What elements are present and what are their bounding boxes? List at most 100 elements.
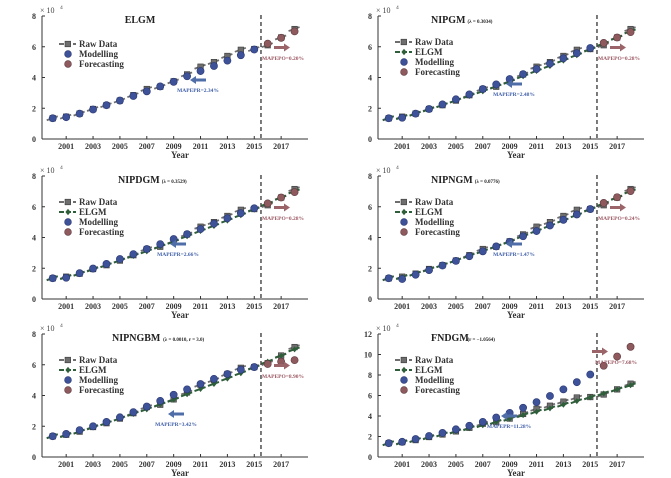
legend-label: Forecasting — [415, 227, 460, 237]
x-tick-label: 2005 — [112, 142, 128, 151]
forecasting-point — [290, 27, 299, 36]
modelling-point — [519, 403, 527, 412]
legend-label: Modelling — [415, 217, 455, 227]
x-tick-label: 2017 — [273, 302, 289, 311]
forecasting-point — [599, 39, 608, 47]
modelling-point — [142, 87, 151, 96]
elgm-point — [278, 352, 284, 359]
y-tick-label: 0 — [32, 453, 36, 462]
modelling-point — [223, 370, 232, 378]
elgm-point — [171, 396, 177, 403]
mapepr-annotation: MAPEPR=2.66% — [157, 252, 199, 258]
y-tick-label: 2 — [368, 433, 372, 442]
modelling-point — [586, 44, 595, 52]
legend-modelling-marker — [64, 218, 72, 226]
modelling-point — [75, 426, 84, 434]
legend-label: Raw Data — [79, 39, 118, 49]
x-tick-label: 2017 — [273, 142, 289, 151]
modelling-point — [452, 95, 460, 104]
chart-title-parameter: (λ = 0.0776) — [475, 180, 500, 185]
modelling-point — [411, 270, 420, 279]
y-tick-label: 4 — [32, 234, 36, 243]
x-tick-label: 2015 — [582, 460, 598, 469]
chart-title: NIPNGM — [431, 175, 473, 186]
x-axis-label: Year — [171, 310, 189, 319]
arrow-right-icon — [274, 203, 290, 212]
modelling-point — [62, 430, 71, 438]
forecasting-point — [613, 33, 622, 42]
modelling-point — [62, 273, 71, 282]
modelling-point — [465, 90, 474, 99]
arrow-left-icon — [190, 76, 206, 84]
y-tick-label: 2 — [368, 264, 372, 273]
mapepr-annotation: MAPEPR=11.28% — [487, 424, 531, 430]
y-tick-label: 6 — [368, 203, 372, 212]
y-tick-label: 0 — [368, 453, 372, 462]
y-tick-label: 2 — [32, 264, 36, 273]
arrow-left-icon — [170, 240, 186, 248]
modelling-point — [465, 252, 474, 261]
x-tick-label: 2001 — [394, 142, 410, 151]
modelling-point — [546, 392, 554, 400]
legend-label: Raw Data — [415, 197, 454, 207]
elgm-point — [224, 375, 230, 382]
x-tick-label: 2015 — [582, 302, 598, 311]
mapepr-annotation: MAPEPR=1.47% — [493, 252, 535, 258]
modelling-point — [250, 45, 259, 54]
mapepo-annotation: MAPEPO=0.24% — [598, 216, 640, 222]
modelling-point — [586, 370, 595, 379]
modelling-point — [384, 114, 393, 123]
y-multiplier-label: × 10 — [376, 6, 391, 15]
elgm-point — [614, 386, 620, 393]
modelling-point — [532, 398, 541, 407]
legend-raw-marker — [400, 356, 407, 364]
chart-svg: 0 2 4 6 8 10 12 × 10 4 2001 2003 2005 2007 2009 2011 20… — [364, 323, 644, 478]
modelling-point — [48, 432, 57, 441]
x-tick-label: 2015 — [246, 302, 262, 311]
forecasting-point — [290, 356, 299, 365]
modelling-point — [438, 100, 447, 109]
legend-label: Modelling — [79, 217, 119, 227]
modelling-point — [546, 221, 554, 230]
forecasting-point — [263, 39, 272, 48]
x-tick-label: 2011 — [193, 142, 209, 151]
modelling-point — [398, 113, 407, 122]
modelling-point — [532, 227, 541, 235]
legend-label: ELGM — [415, 47, 443, 57]
modelling-point — [223, 214, 232, 223]
modelling-point — [196, 67, 205, 75]
forecasting-point — [599, 361, 608, 370]
modelling-point — [129, 250, 138, 259]
x-tick-label: 2003 — [85, 302, 101, 311]
modelling-point — [169, 77, 178, 86]
modelling-point — [236, 209, 245, 218]
modelling-point — [236, 51, 245, 60]
x-tick-label: 2003 — [421, 142, 437, 151]
legend-label: ELGM — [79, 207, 107, 217]
modelling-point — [452, 425, 460, 434]
x-tick-label: 2017 — [273, 460, 289, 469]
legend-forecasting-marker — [400, 386, 408, 394]
legend-elgm-marker — [401, 208, 407, 216]
x-tick-label: 2009 — [502, 302, 518, 311]
legend-forecasting-marker — [64, 386, 72, 394]
legend-raw-marker — [400, 198, 407, 206]
y-multiplier-exponent: 4 — [60, 165, 63, 171]
legend-label: ELGM — [415, 207, 443, 217]
legend-label: Forecasting — [79, 227, 124, 237]
forecasting-point — [277, 193, 286, 202]
x-tick-label: 2005 — [112, 302, 128, 311]
arrow-right-icon — [610, 43, 626, 52]
modelling-point — [183, 230, 191, 239]
x-tick-label: 2013 — [219, 142, 235, 151]
x-tick-label: 2013 — [555, 460, 571, 469]
y-multiplier-exponent: 4 — [60, 323, 63, 329]
x-tick-label: 2007 — [139, 142, 155, 151]
chart-title: ELGM — [125, 15, 156, 26]
y-tick-label: 2 — [32, 422, 36, 431]
modelling-point — [492, 80, 501, 89]
modelling-point — [250, 363, 259, 371]
modelling-point — [250, 204, 259, 213]
modelling-point — [210, 219, 218, 228]
y-tick-label: 8 — [368, 12, 372, 21]
